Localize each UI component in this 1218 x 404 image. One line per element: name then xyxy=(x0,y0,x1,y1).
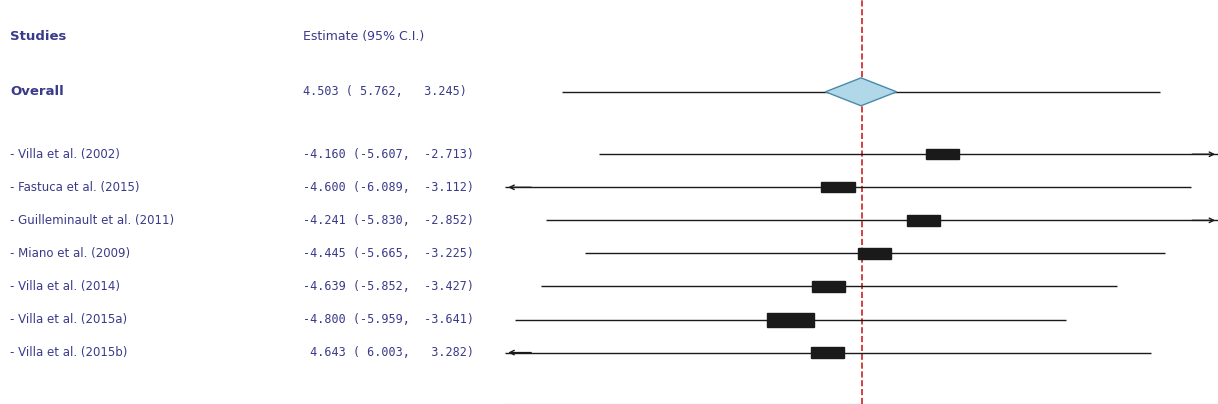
Text: 4.503 ( 5.762,   3.245): 4.503 ( 5.762, 3.245) xyxy=(303,85,468,98)
Text: -4.800 (-5.959,  -3.641): -4.800 (-5.959, -3.641) xyxy=(303,313,474,326)
Bar xyxy=(812,281,845,292)
Text: Studies: Studies xyxy=(10,30,67,43)
Text: - Guilleminault et al. (2011): - Guilleminault et al. (2011) xyxy=(10,214,174,227)
Text: - Villa et al. (2014): - Villa et al. (2014) xyxy=(10,280,121,293)
Bar xyxy=(821,182,855,192)
Text: - Villa et al. (2015a): - Villa et al. (2015a) xyxy=(10,313,127,326)
Text: -4.600 (-6.089,  -3.112): -4.600 (-6.089, -3.112) xyxy=(303,181,474,194)
Bar xyxy=(767,313,815,326)
Text: Overall: Overall xyxy=(10,85,63,98)
Bar xyxy=(811,347,844,358)
Text: - Fastuca et al. (2015): - Fastuca et al. (2015) xyxy=(10,181,140,194)
Bar xyxy=(926,149,959,160)
Text: -4.241 (-5.830,  -2.852): -4.241 (-5.830, -2.852) xyxy=(303,214,474,227)
Text: -4.639 (-5.852,  -3.427): -4.639 (-5.852, -3.427) xyxy=(303,280,474,293)
Text: -4.445 (-5.665,  -3.225): -4.445 (-5.665, -3.225) xyxy=(303,247,474,260)
Text: - Villa et al. (2015b): - Villa et al. (2015b) xyxy=(10,346,128,359)
Bar xyxy=(859,248,892,259)
Text: 4.643 ( 6.003,   3.282): 4.643 ( 6.003, 3.282) xyxy=(303,346,474,359)
Polygon shape xyxy=(826,78,896,106)
Text: Estimate (95% C.I.): Estimate (95% C.I.) xyxy=(303,30,425,43)
Text: - Miano et al. (2009): - Miano et al. (2009) xyxy=(10,247,130,260)
Bar xyxy=(906,215,940,225)
Text: - Villa et al. (2002): - Villa et al. (2002) xyxy=(10,148,121,161)
Text: -4.160 (-5.607,  -2.713): -4.160 (-5.607, -2.713) xyxy=(303,148,474,161)
